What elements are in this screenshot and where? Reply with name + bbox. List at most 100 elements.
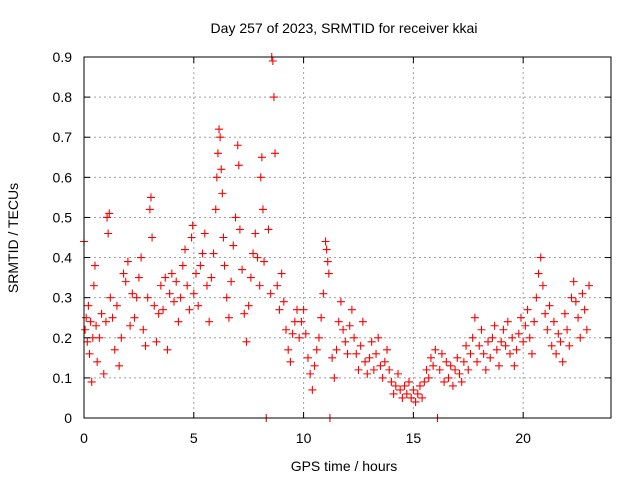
data-point [365,353,374,362]
data-point [345,321,354,330]
data-point [271,149,280,158]
data-point [411,397,420,406]
data-point [538,281,547,290]
data-point [347,305,356,314]
data-point [352,349,361,358]
data-point [97,309,106,318]
data-point [479,349,488,358]
data-point [220,261,229,270]
data-point [95,333,104,342]
data-point [209,249,218,258]
data-point [115,361,124,370]
data-point [89,281,98,290]
data-point [266,289,275,298]
data-point [139,325,148,334]
data-point [312,345,321,354]
data-point [324,269,333,278]
data-point [530,317,539,326]
data-point [273,281,282,290]
data-point [269,93,278,102]
data-point [341,337,350,346]
data-point [363,369,372,378]
data-point [152,337,161,346]
data-point [336,297,345,306]
data-point [178,261,187,270]
data-point [306,369,315,378]
x-tick-label: 20 [515,430,531,446]
data-point [93,357,102,366]
data-point [117,333,126,342]
data-point [83,337,92,346]
x-tick-label: 5 [190,430,198,446]
data-point [343,349,352,358]
data-point [508,333,517,342]
data-point [244,301,253,310]
data-point [519,337,528,346]
data-point [90,261,99,270]
data-point [194,301,203,310]
data-point [238,265,247,274]
data-point [585,281,594,290]
data-point [378,373,387,382]
data-point [145,205,154,214]
data-point [82,313,91,322]
y-tick-label: 0.2 [53,330,73,346]
data-point [396,385,405,394]
data-point [299,305,308,314]
data-point [426,353,435,362]
data-point [188,221,197,230]
data-point [146,193,155,202]
data-point [163,345,172,354]
data-point [376,361,385,370]
data-point [330,373,339,382]
data-point [233,141,242,150]
data-point [101,317,110,326]
data-point [571,297,580,306]
data-point [462,341,471,350]
data-point [150,301,159,310]
data-point [215,125,224,134]
data-point [512,345,521,354]
data-point [567,293,576,302]
data-point [156,281,165,290]
y-axis-label: SRMTID / TECUs [5,183,21,293]
data-point [527,349,536,358]
data-point [385,365,394,374]
y-tick-label: 0.6 [53,169,73,185]
data-point [402,389,411,398]
data-point [314,333,323,342]
data-point [466,349,475,358]
x-axis-label: GPS time / hours [291,458,398,474]
data-point [284,345,293,354]
data-point [191,269,200,278]
data-point [86,317,95,326]
data-point [218,189,227,198]
data-point [211,205,220,214]
data-point [354,365,363,374]
data-point [497,337,506,346]
data-point [87,377,96,386]
data-point [328,353,337,362]
y-tick-label: 0.8 [53,89,73,105]
data-point [547,341,556,350]
data-point [104,229,113,238]
data-point [303,353,312,362]
y-tick-label: 0.3 [53,290,73,306]
data-point [453,353,462,362]
y-tick-label: 0.1 [53,370,73,386]
data-point [413,389,422,398]
data-point [255,281,264,290]
data-point [85,349,94,358]
data-point [486,353,495,362]
y-tick-label: 0.7 [53,129,73,145]
data-point [103,213,112,222]
data-point [297,317,306,326]
data-point [391,381,400,390]
data-point [490,321,499,330]
data-points [80,53,594,422]
data-point [576,333,585,342]
data-point [448,381,457,390]
data-point [582,325,591,334]
data-point [429,361,438,370]
data-point [92,321,101,330]
